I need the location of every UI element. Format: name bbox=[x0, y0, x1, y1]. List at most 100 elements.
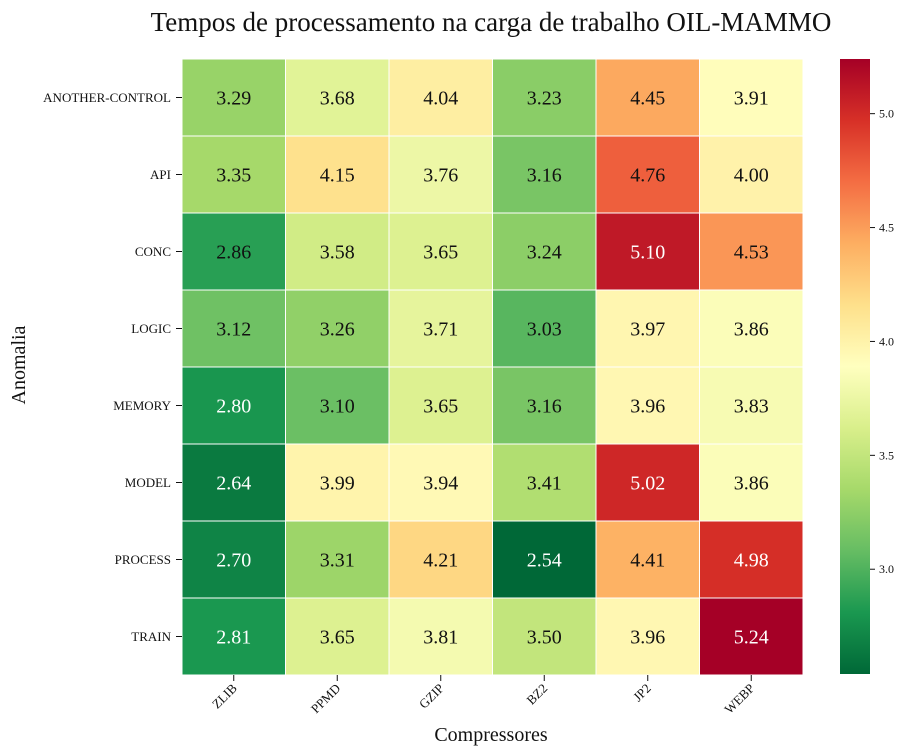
heatmap-cell bbox=[492, 289, 597, 368]
heatmap-cell bbox=[181, 58, 286, 137]
row-tick-label: ANOTHER-CONTROL bbox=[43, 90, 171, 105]
row-tick-label: LOGIC bbox=[131, 321, 171, 336]
heatmap-cell bbox=[388, 597, 493, 676]
heatmap-cell bbox=[181, 289, 286, 368]
heatmap-cell bbox=[492, 520, 597, 599]
cell-value-label: 4.41 bbox=[630, 550, 665, 572]
row-tick-label: TRAIN bbox=[131, 629, 171, 644]
cell-value-label: 2.70 bbox=[216, 550, 251, 572]
cell-value-label: 4.76 bbox=[630, 165, 665, 187]
heatmap-cell bbox=[595, 366, 700, 445]
column-tick-labels: ZLIB PPMD GZIP BZ2 JP2 WEBP bbox=[209, 675, 757, 717]
heatmap-cell bbox=[492, 597, 597, 676]
cell-value-label: 3.65 bbox=[320, 627, 355, 649]
heatmap-cell bbox=[181, 520, 286, 599]
row-tick-label: API bbox=[150, 167, 171, 182]
heatmap-cell bbox=[492, 58, 597, 137]
heatmap-cell bbox=[699, 366, 804, 445]
colorbar-tick-label: 5.0 bbox=[879, 107, 894, 121]
chart-title: Tempos de processamento na carga de trab… bbox=[151, 7, 832, 37]
cell-value-label: 5.02 bbox=[630, 473, 665, 495]
cell-value-label: 3.97 bbox=[630, 319, 665, 341]
cell-value-label: 3.12 bbox=[216, 319, 251, 341]
cell-value-label: 3.65 bbox=[423, 242, 458, 264]
heatmap-cells: 3.29 3.68 4.04 3.23 4.45 3.91 3.35 4.15 3.76 3.16… bbox=[181, 58, 804, 676]
cell-value-label: 5.10 bbox=[630, 242, 665, 264]
column-tick-label: PPMD bbox=[308, 681, 344, 717]
cell-value-label: 3.31 bbox=[320, 550, 355, 572]
cell-value-label: 3.29 bbox=[216, 88, 251, 110]
colorbar-tick-label: 3.0 bbox=[879, 562, 894, 576]
heatmap-cell bbox=[595, 58, 700, 137]
cell-value-label: 3.68 bbox=[320, 88, 355, 110]
heatmap-cell bbox=[595, 289, 700, 368]
cell-value-label: 3.03 bbox=[527, 319, 562, 341]
heatmap-cell bbox=[699, 520, 804, 599]
colorbar-ticks: 3.0 3.5 4.0 4.5 5.0 bbox=[870, 107, 894, 576]
cell-value-label: 2.80 bbox=[216, 396, 251, 418]
heatmap-cell bbox=[181, 443, 286, 522]
row-tick-label: PROCESS bbox=[115, 552, 171, 567]
cell-value-label: 2.64 bbox=[216, 473, 251, 495]
column-tick-label: JP2 bbox=[630, 681, 654, 705]
heatmap-cell bbox=[181, 597, 286, 676]
heatmap-cell bbox=[492, 135, 597, 214]
cell-value-label: 4.00 bbox=[734, 165, 769, 187]
row-tick-label: MODEL bbox=[125, 475, 171, 490]
cell-value-label: 3.83 bbox=[734, 396, 769, 418]
heatmap-cell bbox=[699, 58, 804, 137]
cell-value-label: 3.65 bbox=[423, 396, 458, 418]
cell-value-label: 4.53 bbox=[734, 242, 769, 264]
column-tick-label: WEBP bbox=[721, 681, 757, 717]
cell-value-label: 3.24 bbox=[527, 242, 562, 264]
cell-value-label: 3.16 bbox=[527, 396, 562, 418]
y-axis-label: Anomalia bbox=[8, 325, 30, 404]
heatmap-cell bbox=[285, 135, 390, 214]
heatmap-cell bbox=[285, 520, 390, 599]
cell-value-label: 4.15 bbox=[320, 165, 355, 187]
heatmap-cell bbox=[388, 212, 493, 291]
cell-value-label: 4.21 bbox=[423, 550, 458, 572]
column-tick-label: ZLIB bbox=[209, 680, 240, 711]
cell-value-label: 3.81 bbox=[423, 627, 458, 649]
heatmap-cell bbox=[388, 520, 493, 599]
cell-value-label: 3.41 bbox=[527, 473, 562, 495]
cell-value-label: 3.10 bbox=[320, 396, 355, 418]
cell-value-label: 3.86 bbox=[734, 319, 769, 341]
cell-value-label: 3.99 bbox=[320, 473, 355, 495]
cell-value-label: 3.58 bbox=[320, 242, 355, 264]
cell-value-label: 3.23 bbox=[527, 88, 562, 110]
heatmap-cell bbox=[595, 212, 700, 291]
heatmap-cell bbox=[699, 443, 804, 522]
heatmap-cell bbox=[285, 58, 390, 137]
cell-value-label: 3.26 bbox=[320, 319, 355, 341]
cell-value-label: 4.45 bbox=[630, 88, 665, 110]
heatmap-cell bbox=[388, 366, 493, 445]
cell-value-label: 3.76 bbox=[423, 165, 458, 187]
cell-value-label: 5.24 bbox=[734, 627, 769, 649]
row-tick-labels: ANOTHER-CONTROL API CONC LOGIC MEMORY MODEL PR… bbox=[43, 90, 182, 644]
cell-value-label: 3.50 bbox=[527, 627, 562, 649]
cell-value-label: 2.54 bbox=[527, 550, 562, 572]
row-tick-label: MEMORY bbox=[113, 398, 171, 413]
heatmap-cell bbox=[388, 58, 493, 137]
cell-value-label: 3.86 bbox=[734, 473, 769, 495]
heatmap-cell bbox=[285, 212, 390, 291]
colorbar-tick-label: 3.5 bbox=[879, 448, 894, 462]
row-tick-label: CONC bbox=[135, 244, 171, 259]
heatmap-cell bbox=[388, 289, 493, 368]
cell-value-label: 3.35 bbox=[216, 165, 251, 187]
heatmap-cell bbox=[699, 135, 804, 214]
heatmap-cell bbox=[492, 366, 597, 445]
x-axis-label: Compressores bbox=[434, 724, 548, 746]
column-tick-label: GZIP bbox=[416, 681, 447, 712]
cell-value-label: 4.04 bbox=[423, 88, 458, 110]
cell-value-label: 3.71 bbox=[423, 319, 458, 341]
heatmap-cell bbox=[492, 212, 597, 291]
heatmap-cell bbox=[181, 366, 286, 445]
cell-value-label: 3.96 bbox=[630, 396, 665, 418]
heatmap-cell bbox=[699, 212, 804, 291]
heatmap-cell bbox=[595, 597, 700, 676]
cell-value-label: 3.91 bbox=[734, 88, 769, 110]
